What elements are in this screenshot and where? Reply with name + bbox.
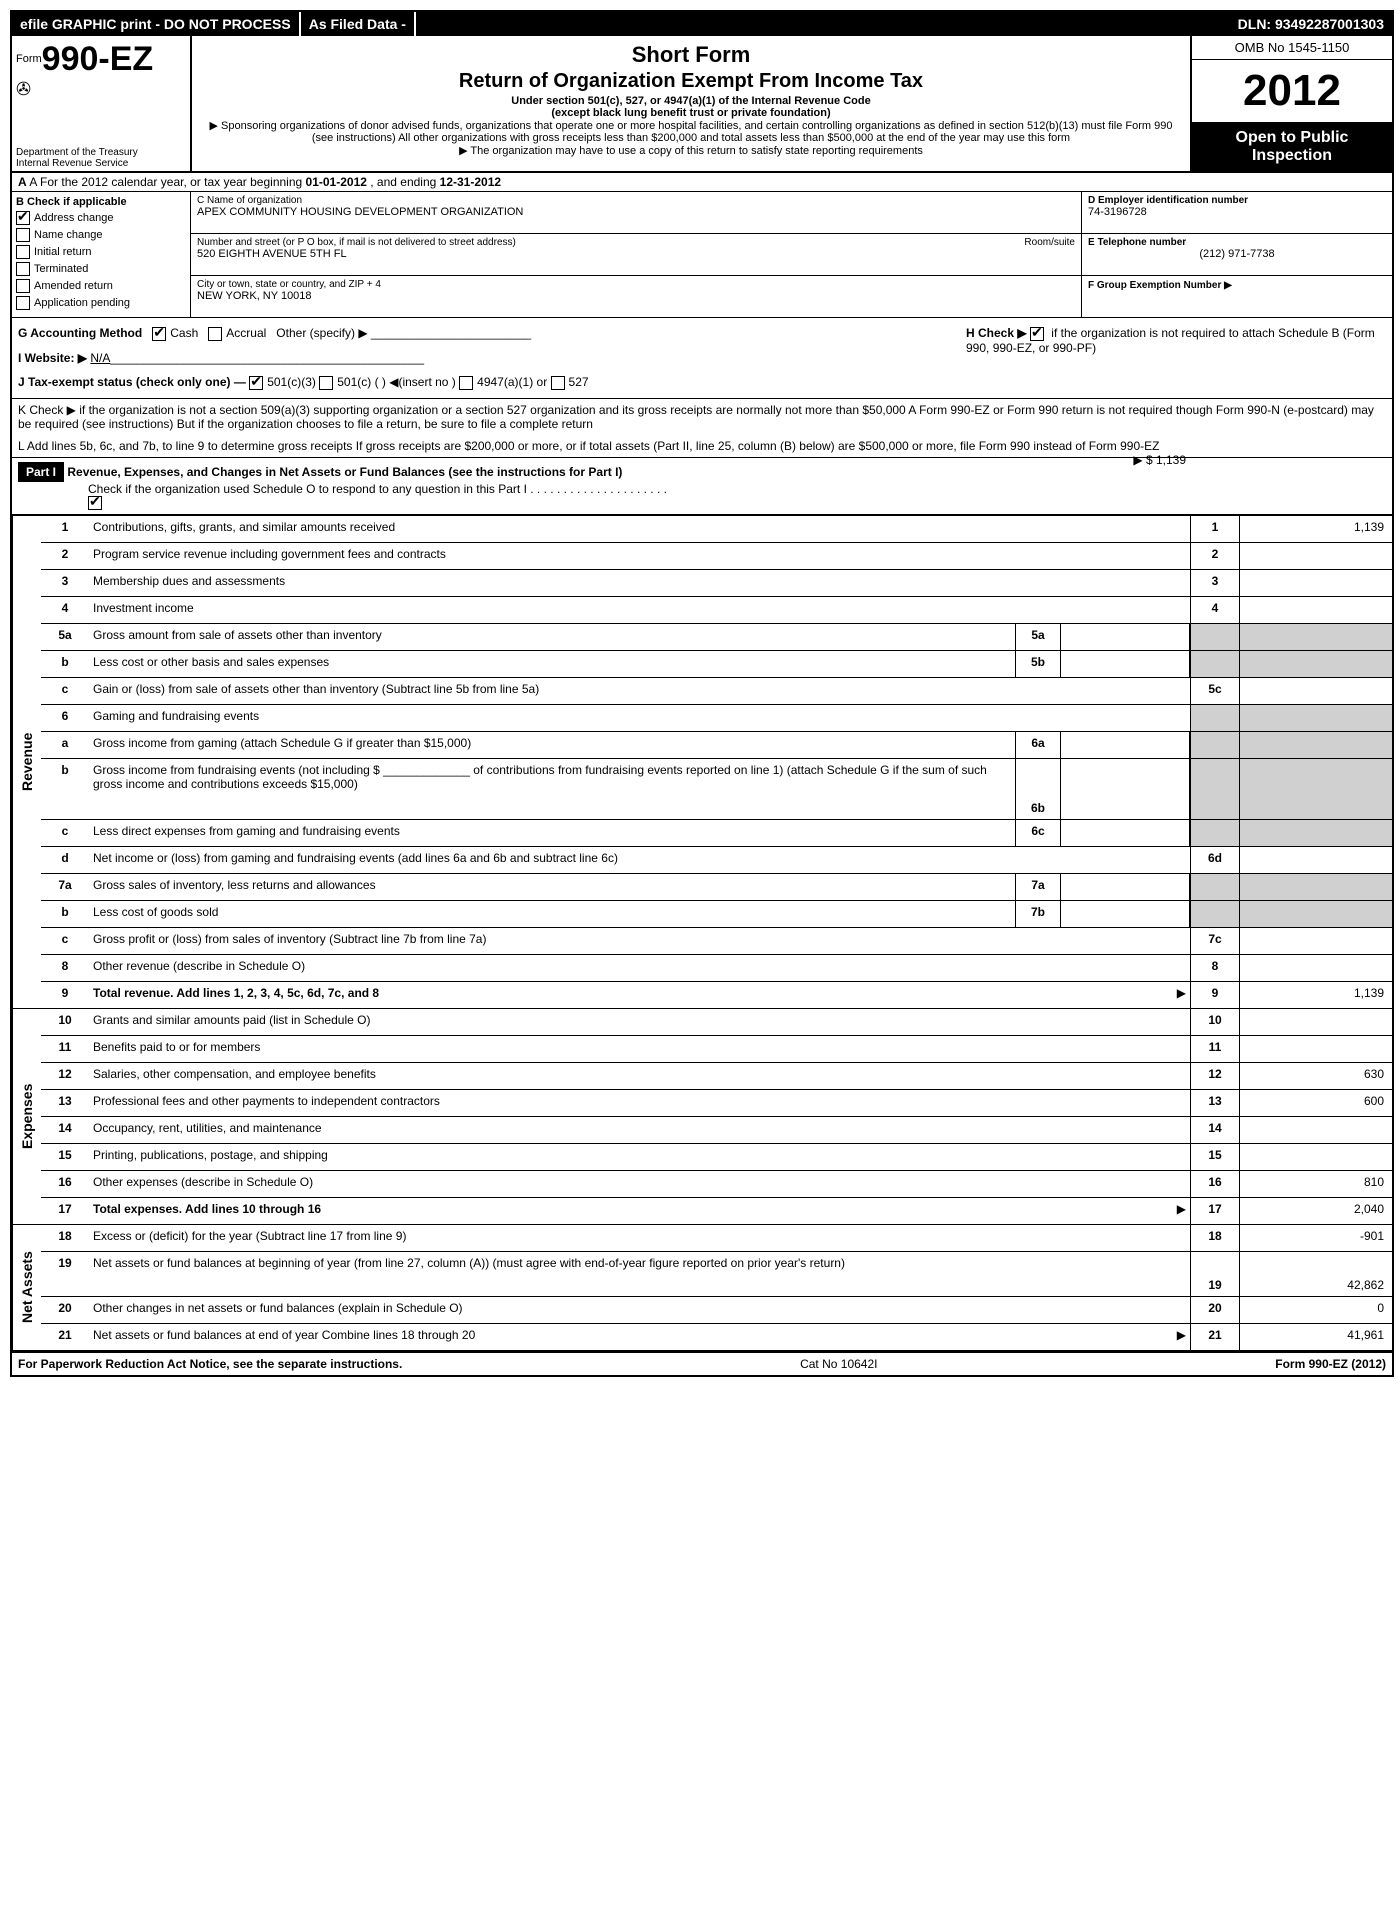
- line-l: L Add lines 5b, 6c, and 7b, to line 9 to…: [12, 435, 1392, 457]
- efile-label: efile GRAPHIC print - DO NOT PROCESS: [12, 12, 299, 36]
- dept: Department of the Treasury Internal Reve…: [16, 147, 138, 169]
- street-cell: Number and street (or P O box, if mail i…: [191, 234, 1081, 276]
- form-990ez: efile GRAPHIC print - DO NOT PROCESS As …: [10, 10, 1394, 1377]
- checkbox-application-pending[interactable]: [16, 296, 30, 310]
- part-label: Part I: [18, 462, 64, 482]
- asfiled-label: As Filed Data -: [299, 12, 416, 36]
- city-state-zip: NEW YORK, NY 10018: [197, 290, 1075, 302]
- expenses-side-label: Expenses: [12, 1009, 41, 1224]
- line19-value: 42,862: [1239, 1252, 1392, 1296]
- header-left: Form990-EZ ✇ Department of the Treasury …: [12, 36, 192, 171]
- checkbox-schedule-o[interactable]: [88, 496, 102, 510]
- org-name-cell: C Name of organization APEX COMMUNITY HO…: [191, 192, 1081, 234]
- footer: For Paperwork Reduction Act Notice, see …: [12, 1352, 1392, 1375]
- short-form-title: Short Form: [202, 42, 1180, 68]
- open-inspection: Open to Public Inspection: [1192, 123, 1392, 171]
- total-expenses: 2,040: [1239, 1198, 1392, 1224]
- line16-value: 810: [1239, 1171, 1392, 1197]
- gross-receipts: ▶ $ 1,139: [1133, 453, 1186, 467]
- col-c: C Name of organization APEX COMMUNITY HO…: [191, 192, 1081, 317]
- line-i: I Website: ▶ N/A________________________…: [18, 351, 966, 365]
- header-right: OMB No 1545-1150 2012 Open to Public Ins…: [1190, 36, 1392, 171]
- checkbox-terminated[interactable]: [16, 262, 30, 276]
- paperwork-notice: For Paperwork Reduction Act Notice, see …: [18, 1357, 402, 1371]
- header-note1: ▶ Sponsoring organizations of donor advi…: [202, 119, 1180, 144]
- tax-year: 2012: [1192, 60, 1392, 123]
- form-ref: Form 990-EZ (2012): [1275, 1357, 1386, 1371]
- form-number: 990-EZ: [42, 40, 154, 78]
- cat-no: Cat No 10642I: [402, 1357, 1275, 1371]
- checkbox-527[interactable]: [551, 376, 565, 390]
- checkbox-name-change[interactable]: [16, 228, 30, 242]
- website: N/A: [90, 351, 110, 365]
- section-bcde: B Check if applicable Address change Nam…: [12, 192, 1392, 318]
- header-note2: ▶ The organization may have to use a cop…: [202, 144, 1180, 157]
- checkbox-address-change[interactable]: [16, 211, 30, 225]
- line13-value: 600: [1239, 1090, 1392, 1116]
- return-title: Return of Organization Exempt From Incom…: [202, 70, 1180, 93]
- checkbox-501c3[interactable]: [249, 376, 263, 390]
- phone-cell: E Telephone number (212) 971-7738: [1082, 234, 1392, 276]
- line1-value: 1,139: [1239, 516, 1392, 542]
- checkbox-cash[interactable]: [152, 327, 166, 341]
- checkbox-501c[interactable]: [319, 376, 333, 390]
- checkbox-initial-return[interactable]: [16, 245, 30, 259]
- line-k: K Check ▶ if the organization is not a s…: [12, 398, 1392, 435]
- section-gh: G Accounting Method Cash Accrual Other (…: [12, 318, 1392, 398]
- total-revenue: 1,139: [1239, 982, 1392, 1008]
- revenue-section: Revenue 1Contributions, gifts, grants, a…: [12, 514, 1392, 1008]
- netassets-section: Net Assets 18Excess or (deficit) for the…: [12, 1224, 1392, 1352]
- checkbox-h[interactable]: [1030, 327, 1044, 341]
- revenue-side-label: Revenue: [12, 516, 41, 1008]
- top-bar: efile GRAPHIC print - DO NOT PROCESS As …: [12, 12, 1392, 36]
- city-cell: City or town, state or country, and ZIP …: [191, 276, 1081, 317]
- checkbox-accrual[interactable]: [208, 327, 222, 341]
- dln: DLN: 93492287001303: [1230, 12, 1392, 36]
- line-j: J Tax-exempt status (check only one) — 5…: [18, 375, 966, 390]
- group-exemption-cell: F Group Exemption Number ▶: [1082, 276, 1392, 317]
- line-h: H Check ▶ if the organization is not req…: [966, 326, 1386, 390]
- form-prefix: Form: [16, 53, 42, 65]
- street-address: 520 EIGHTH AVENUE 5TH FL: [197, 248, 1075, 260]
- netassets-side-label: Net Assets: [12, 1225, 41, 1350]
- line20-value: 0: [1239, 1297, 1392, 1323]
- col-de: D Employer identification number 74-3196…: [1081, 192, 1392, 317]
- line12-value: 630: [1239, 1063, 1392, 1089]
- checkbox-amended-return[interactable]: [16, 279, 30, 293]
- line21-value: 41,961: [1239, 1324, 1392, 1350]
- line-g: G Accounting Method Cash Accrual Other (…: [18, 326, 966, 341]
- omb-number: OMB No 1545-1150: [1192, 36, 1392, 60]
- line-a: A A For the 2012 calendar year, or tax y…: [12, 173, 1392, 192]
- line18-value: -901: [1239, 1225, 1392, 1251]
- header: Form990-EZ ✇ Department of the Treasury …: [12, 36, 1392, 173]
- header-center: Short Form Return of Organization Exempt…: [192, 36, 1190, 171]
- ein-cell: D Employer identification number 74-3196…: [1082, 192, 1392, 234]
- phone: (212) 971-7738: [1088, 248, 1386, 260]
- ein: 74-3196728: [1088, 206, 1386, 218]
- org-name: APEX COMMUNITY HOUSING DEVELOPMENT ORGAN…: [197, 206, 1075, 218]
- expenses-section: Expenses 10Grants and similar amounts pa…: [12, 1008, 1392, 1224]
- checkbox-4947[interactable]: [459, 376, 473, 390]
- col-b: B Check if applicable Address change Nam…: [12, 192, 191, 317]
